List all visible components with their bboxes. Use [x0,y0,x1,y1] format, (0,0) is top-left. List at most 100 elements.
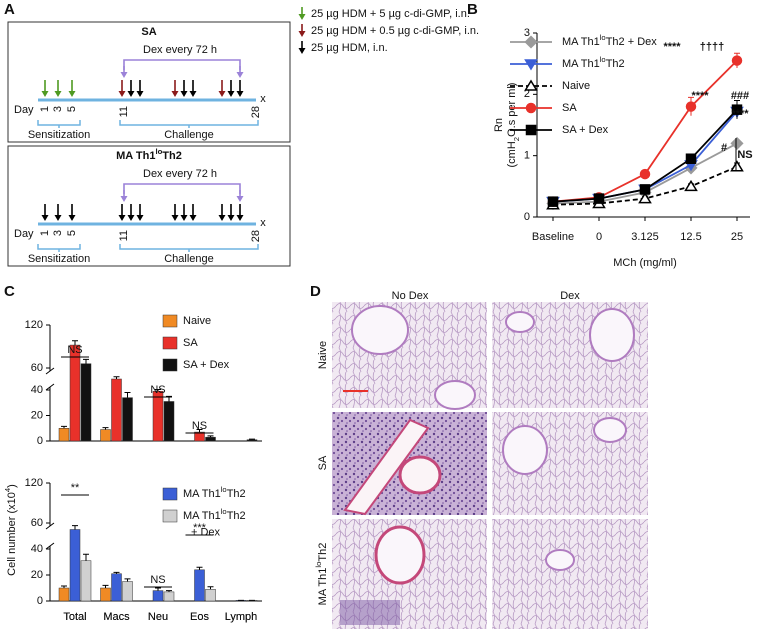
y-tick-label: 120 [25,319,43,331]
y-axis-label: Cell number (x104) [3,484,18,576]
significance: **** [691,90,709,102]
error-bar [72,340,78,346]
dex-note: Dex every 72 h [143,44,217,56]
airway [505,311,535,333]
legend-swatch [162,336,178,350]
column-header: No Dex [392,290,429,302]
legend-label: SA [183,337,198,349]
end-mark: x [260,217,266,229]
arrow-head [118,215,126,221]
error-bar [124,392,131,398]
y-tick-label: 40 [31,543,43,555]
significance: NS [737,149,752,161]
marker [731,104,743,115]
text-part: Th2 + Dex [606,36,658,48]
panel-label: A [4,1,15,18]
error-bar [207,586,214,590]
x-tick-label: Lymph [225,611,258,623]
x-tick-label: Macs [103,611,130,623]
arrow-head [227,215,235,221]
bar [122,397,133,442]
x-axis-label: MCh (mg/ml) [613,257,677,269]
error-bar [207,435,214,438]
bar [69,529,81,602]
text-part: Th2 [227,488,246,500]
arrow-head [189,91,197,97]
text-part: Th2 [606,58,625,70]
marker [525,124,537,136]
y-axis-label: Rn [493,118,505,132]
arrow-head [127,215,135,221]
y-tick-label: 20 [31,409,43,421]
legend-text: 25 µg HDM + 0.5 µg c-di-GMP, i.n. [311,25,479,37]
arrow-head [236,215,244,221]
text-part: lo [221,507,227,516]
arrow-head [120,72,128,78]
phase-bracket [119,244,259,252]
legend-swatch [162,314,178,328]
x-tick-label: Lymph [225,611,258,623]
bar [205,436,216,442]
error-bar [166,590,172,592]
axis-break [45,367,55,391]
significance: **** [731,108,749,120]
significance: NS [150,574,165,586]
y-tick-label: 0 [37,435,43,447]
arrow-head [136,91,144,97]
arrow-head [136,215,144,221]
y-tick-label: 2 [524,88,530,100]
marker [639,168,651,180]
arrow-head [218,91,226,97]
row-label: Naive [317,341,329,369]
error-bar [113,571,120,574]
row-label: MA Th1loTh2 [314,543,329,606]
bar [58,428,70,442]
dex-bracket [123,183,241,194]
text-part: MA Th1 [562,58,600,70]
panel-label: C [4,283,15,300]
legend-label: SA [562,102,577,114]
marker [547,196,559,207]
error-bar [249,438,255,440]
bar [246,439,258,442]
text-part: Cell number (x10 [6,492,18,576]
y-axis-unit: (cmH2O.s per ml) [506,83,521,168]
phase: Sensitization [28,253,90,265]
x-tick-label: 3.125 [631,231,659,243]
marker [731,55,743,66]
arrow-head [236,72,244,78]
text-part: Th2 [162,150,182,162]
arrow-head [236,91,244,97]
x-tick-label: Total [63,611,86,623]
error-bar [196,566,203,570]
histology-images [332,302,648,629]
bar [80,560,92,602]
bar [152,391,164,442]
x-tick-label: Neu [148,611,168,623]
marker [524,59,538,71]
legend-label: MA Th1loTh2 + Dex [562,33,657,48]
error-bar [196,429,203,433]
day: 11 [118,230,130,241]
dex-note: Dex every 72 h [143,168,217,180]
text-part: lo [314,562,323,568]
end-mark: x [260,93,266,105]
day: 1 [39,230,51,236]
marker [730,136,744,150]
panel-label: D [310,283,321,300]
airway [434,380,476,410]
arrow-head [68,91,76,97]
bar [58,587,70,602]
legend-label: SA + Dex [562,124,609,136]
axis-break [45,522,55,550]
arrow-head [54,91,62,97]
x-tick-label: Total [63,611,86,623]
day: 11 [118,106,130,117]
x-tick-label: Eos [190,611,209,623]
y-tick-label: 60 [31,362,43,374]
text-part: MA Th1 [562,36,600,48]
significance: ### [731,90,749,102]
error-bar [83,358,89,364]
y-tick-label: 120 [25,477,43,489]
arrow-head [189,215,197,221]
